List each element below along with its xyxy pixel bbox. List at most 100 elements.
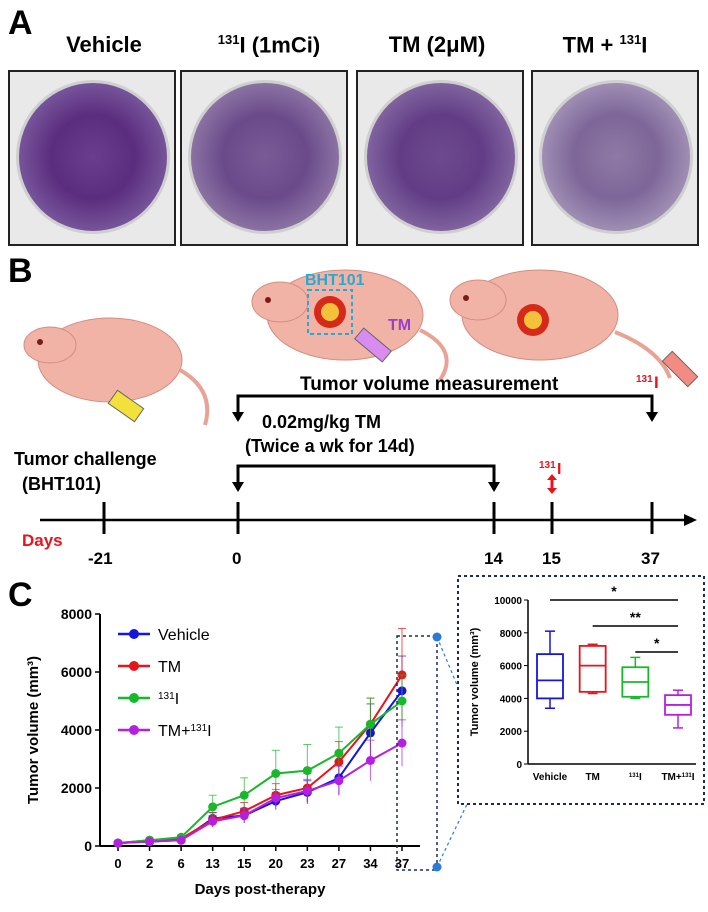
- series: [113, 655, 407, 848]
- inset-y-tick-label: 10000: [494, 596, 522, 607]
- inset-y-tick-label: 8000: [500, 629, 523, 640]
- dosing-bracket: [236, 464, 496, 490]
- legend-label: Vehicle: [158, 627, 210, 644]
- plate-tm: [356, 70, 524, 246]
- box: [536, 630, 564, 709]
- legend-label: TM+131I: [158, 723, 212, 741]
- y-axis-title: Tumor volume (mm³): [25, 656, 42, 804]
- x-tick-label: 20: [269, 856, 283, 871]
- i131-mouse-label-sup: 131: [636, 374, 653, 385]
- box: [664, 689, 692, 729]
- i131-mouse-label: I: [654, 373, 659, 392]
- data-point: [302, 766, 312, 776]
- data-point: [334, 776, 344, 786]
- chart-legend: Vehicle TM 131I TM+131I: [118, 627, 212, 740]
- zoom-marker: [432, 862, 442, 872]
- inset-category-label: TM: [585, 772, 599, 783]
- tick-label: 37: [641, 549, 660, 568]
- highlight-box: [396, 635, 438, 871]
- series-line: [117, 700, 403, 845]
- tick-label: 0: [232, 549, 241, 568]
- data-point: [208, 802, 218, 812]
- tick-label: -21: [88, 549, 113, 568]
- x-tick-label: 37: [395, 856, 409, 871]
- y-tick-label: 8000: [61, 606, 92, 622]
- arrow-head: [488, 482, 500, 492]
- arrow-head: [232, 412, 244, 422]
- data-point: [113, 838, 123, 848]
- column-title-tm: TM (2μM): [388, 32, 486, 57]
- x-tick-label: 34: [363, 856, 378, 871]
- inset-category-label: TM+131I: [661, 772, 694, 783]
- data-point: [365, 755, 375, 765]
- column-title-tm-i131: TM + 131I: [562, 32, 648, 58]
- box-plot-chart: 0 2000 4000 6000 8000 10000 Tumor volume (mm³)…: [469, 583, 696, 783]
- legend-marker: [129, 661, 139, 671]
- x-tick-label: 27: [332, 856, 346, 871]
- inset-y-tick-label: 2000: [500, 727, 523, 738]
- inset-category-label: Vehicle: [533, 772, 568, 783]
- box: [621, 656, 650, 700]
- line-chart: 0 2000 4000 6000 8000 0 2 6 13 15 20 23 27 34 37 Days p…: [25, 606, 420, 898]
- arrow-head: [232, 482, 244, 492]
- days-label: Days: [22, 531, 63, 550]
- x-tick-label: 13: [205, 856, 219, 871]
- data-point: [397, 738, 407, 748]
- data-point: [239, 790, 249, 800]
- x-tick-label: 2: [146, 856, 153, 871]
- zoom-marker: [432, 632, 442, 642]
- column-title-i131: 131I (1mCi): [217, 32, 321, 58]
- dose-label-line1: 0.02mg/kg TM: [262, 412, 381, 432]
- inset-frame: [457, 575, 705, 805]
- data-point: [334, 748, 344, 758]
- data-point: [239, 811, 249, 821]
- y-tick-label: 4000: [61, 722, 92, 738]
- x-tick-label: 0: [114, 856, 121, 871]
- panel-c-letter: C: [8, 576, 33, 614]
- bht101-label: BHT101: [305, 272, 365, 289]
- box: [578, 643, 607, 695]
- box-body: [536, 653, 564, 700]
- box-body: [578, 645, 607, 693]
- significance-label: *: [654, 635, 660, 651]
- tick-label: 14: [484, 549, 503, 568]
- inset-y-tick-label: 4000: [500, 694, 523, 705]
- series-line: [117, 742, 403, 845]
- plate-tm-i131: [531, 70, 699, 246]
- mouse-illustration-i131: [449, 269, 699, 388]
- y-tick-label: 0: [84, 838, 92, 854]
- challenge-label-line2: (BHT101): [22, 474, 101, 494]
- i131-arrow-sup: 131: [539, 460, 556, 471]
- mouse-illustration-challenge: [23, 317, 210, 426]
- x-tick-label: 23: [300, 856, 314, 871]
- measurement-bracket: [236, 394, 654, 420]
- arrow-head: [646, 412, 658, 422]
- zoom-connector: [436, 776, 481, 868]
- x-axis-title: Days post-therapy: [195, 881, 327, 898]
- challenge-label-line1: Tumor challenge: [14, 449, 157, 469]
- y-tick-label: 2000: [61, 780, 92, 796]
- inset-category-label: 131I: [629, 772, 642, 783]
- data-point: [271, 793, 281, 803]
- stained-dish: [188, 80, 342, 234]
- series: [113, 719, 407, 848]
- data-point: [176, 835, 186, 845]
- stained-dish: [364, 80, 518, 234]
- timeline-diagram: BHT101 TM 131 I Tumor volume measurement…: [14, 269, 699, 568]
- stained-dish: [539, 80, 693, 234]
- data-point: [208, 816, 218, 826]
- measurement-label: Tumor volume measurement: [300, 374, 559, 395]
- x-tick-label: 15: [237, 856, 251, 871]
- legend-marker: [129, 725, 139, 735]
- data-point: [365, 719, 375, 729]
- significance-label: *: [611, 583, 617, 599]
- data-point: [145, 837, 155, 847]
- legend-marker: [129, 629, 139, 639]
- tick-label: 15: [542, 549, 561, 568]
- inset-y-tick-label: 6000: [500, 662, 523, 673]
- arrow-head: [684, 514, 697, 526]
- data-point: [302, 786, 312, 796]
- i131-arrow-label: I: [557, 461, 561, 478]
- plate-i131: [180, 70, 348, 246]
- legend-marker: [129, 693, 139, 703]
